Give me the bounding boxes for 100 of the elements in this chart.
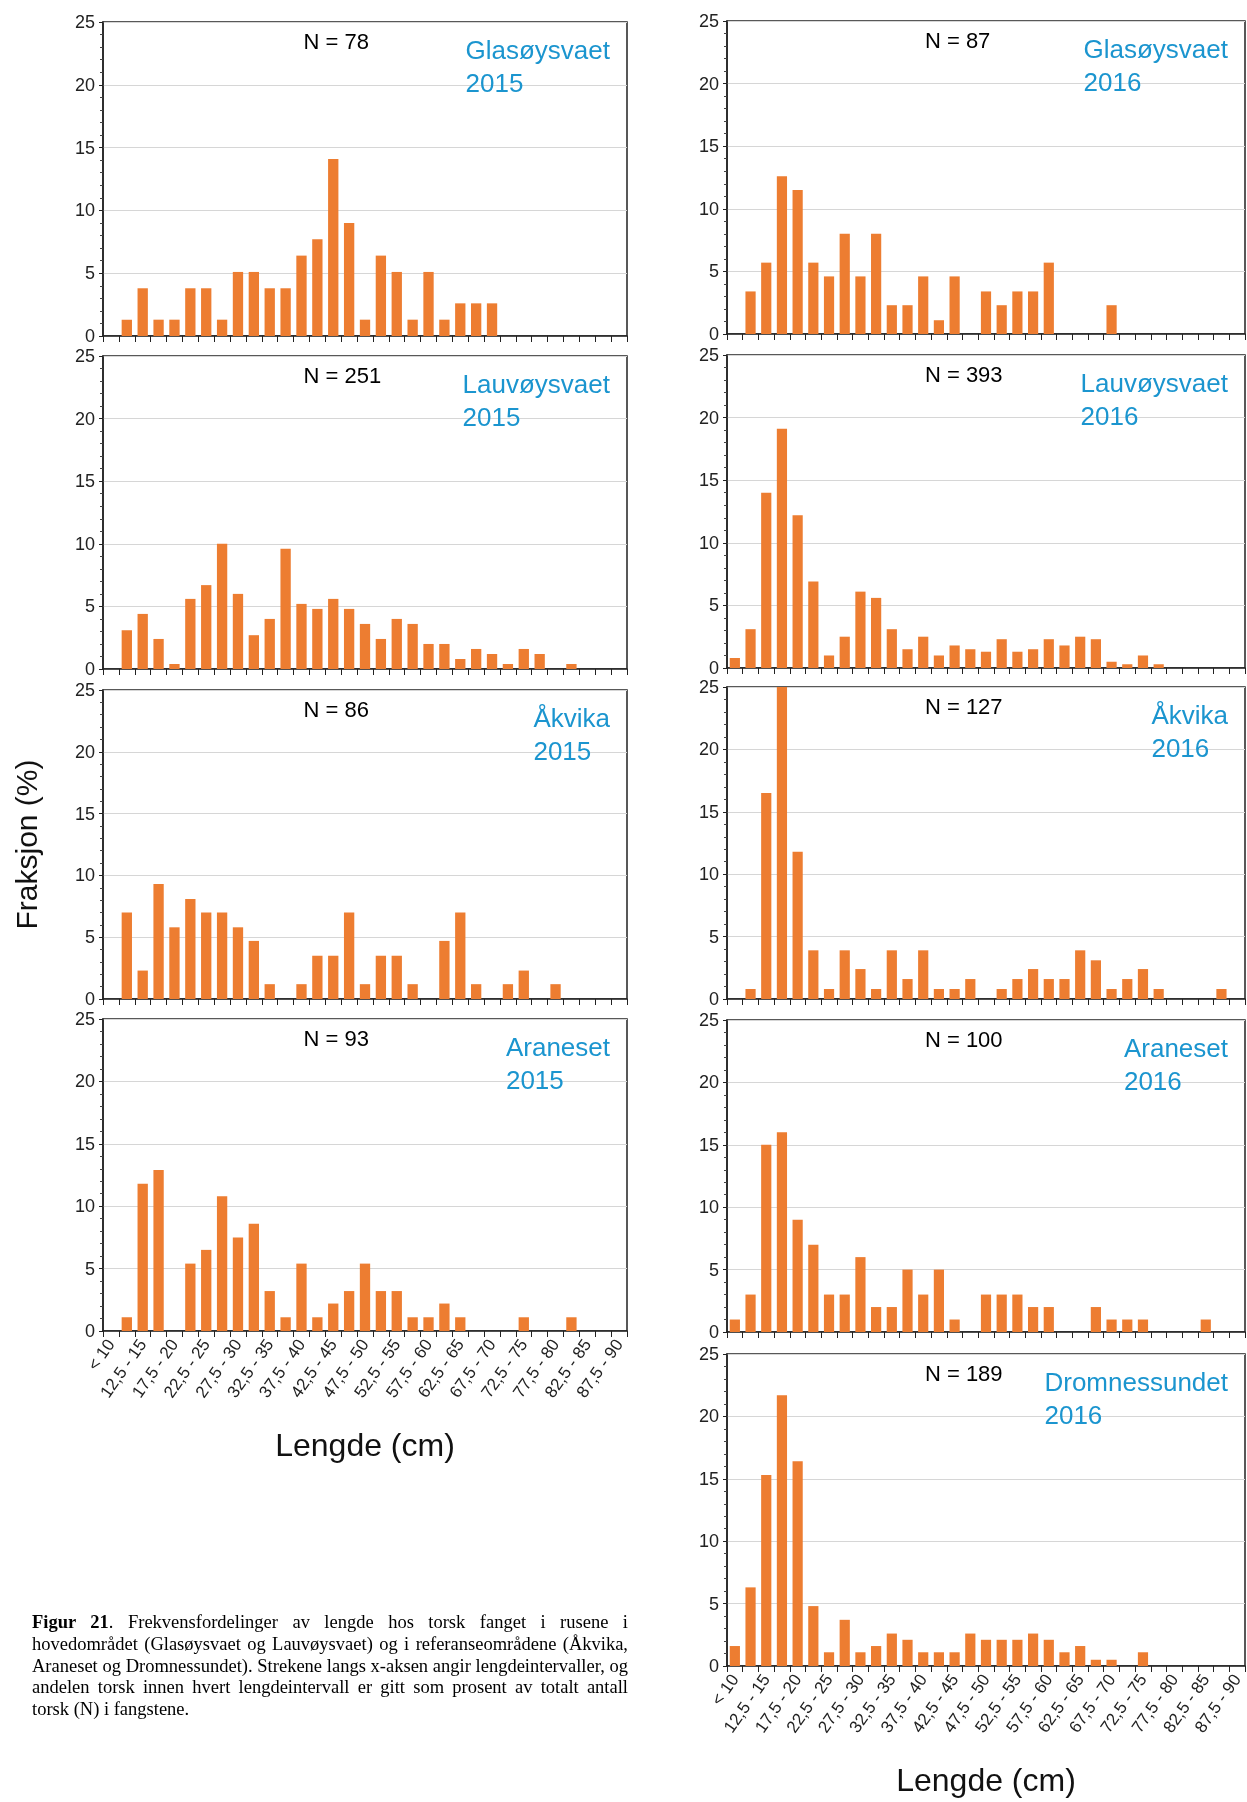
bar <box>1059 979 1070 999</box>
annotation: N = 189 <box>924 1360 1003 1386</box>
bar <box>996 305 1007 334</box>
bar <box>312 955 323 999</box>
bar <box>776 176 788 334</box>
y-tick-label: 25 <box>698 345 719 365</box>
bar <box>1137 1319 1149 1332</box>
bar <box>375 638 387 669</box>
bar <box>201 1249 212 1331</box>
bar <box>949 1652 960 1666</box>
bar <box>1012 979 1023 999</box>
y-tick-label: 25 <box>698 677 719 697</box>
y-tick-label: 5 <box>708 1259 719 1280</box>
y-tick-label: 25 <box>698 1344 719 1364</box>
bar <box>996 639 1007 668</box>
bar <box>359 984 371 999</box>
y-tick-label: 20 <box>74 74 95 95</box>
bar <box>296 984 307 999</box>
bar <box>776 1132 788 1332</box>
bar <box>518 1317 529 1331</box>
bar <box>933 1269 945 1332</box>
bar <box>792 1219 803 1332</box>
y-tick-label: 10 <box>698 1531 719 1552</box>
bar <box>745 1294 756 1332</box>
bar <box>1106 989 1117 999</box>
bar <box>1153 664 1164 668</box>
bar <box>792 515 803 668</box>
bar <box>855 591 866 668</box>
annotation: N = 100 <box>924 1026 1003 1052</box>
y-tick-label: 25 <box>698 1010 719 1030</box>
bar <box>729 657 740 668</box>
bar <box>375 1291 387 1331</box>
bar <box>1012 1294 1023 1332</box>
bar <box>121 319 132 336</box>
bar <box>248 940 260 999</box>
bar <box>439 319 450 336</box>
bar <box>185 1263 196 1331</box>
y-tick-label: 25 <box>74 12 95 32</box>
bar <box>518 648 529 669</box>
bar <box>871 1307 882 1332</box>
y-tick-label: 0 <box>84 659 95 679</box>
bar <box>343 608 355 669</box>
bar <box>1059 1652 1070 1666</box>
bar <box>949 989 960 999</box>
bar <box>407 319 418 336</box>
bar <box>296 1263 307 1331</box>
bar <box>745 291 756 334</box>
bar <box>855 1257 866 1332</box>
bar <box>1090 639 1101 668</box>
y-tick-label: 0 <box>708 1656 719 1676</box>
bar <box>375 255 387 336</box>
bar <box>359 623 371 669</box>
bar <box>550 984 561 999</box>
bar <box>264 288 275 336</box>
bar <box>918 1294 929 1332</box>
bar <box>423 643 434 669</box>
bar <box>1137 1652 1149 1666</box>
y-tick-label: 0 <box>708 1322 719 1342</box>
bar <box>823 655 835 668</box>
bar <box>264 618 275 669</box>
bar <box>1153 989 1164 999</box>
bar <box>566 1317 577 1331</box>
bar <box>902 649 913 668</box>
bar <box>745 989 756 999</box>
bar <box>455 912 466 999</box>
bar <box>1122 1319 1133 1332</box>
bar <box>918 276 929 334</box>
bar <box>996 1639 1007 1666</box>
bar <box>1027 649 1039 668</box>
bar <box>121 912 132 999</box>
bar <box>823 1652 835 1666</box>
y-tick-label: 15 <box>74 137 95 158</box>
bar <box>518 970 529 999</box>
bar <box>121 1317 132 1331</box>
bar <box>1027 1307 1039 1332</box>
text: Glasøysvaet 2015 <box>465 34 611 98</box>
y-tick-label: 20 <box>74 408 95 429</box>
bar <box>153 319 164 336</box>
bar <box>839 950 850 999</box>
text: Araneset 2016 <box>1123 1032 1229 1096</box>
y-tick-label: 15 <box>698 1468 719 1489</box>
bar <box>1090 1307 1101 1332</box>
bar <box>1106 661 1117 668</box>
bar <box>808 262 819 334</box>
bar <box>871 1646 882 1666</box>
y-tick-label: 10 <box>698 864 719 885</box>
y-tick-label: 15 <box>74 471 95 492</box>
bar <box>1090 1659 1101 1666</box>
bar <box>455 303 466 336</box>
bar <box>137 970 148 999</box>
y-tick-label: 0 <box>708 324 719 344</box>
bar <box>980 1639 992 1666</box>
bar <box>185 598 196 669</box>
bar <box>808 581 819 668</box>
annotation: N = 78 <box>303 28 369 54</box>
y-tick-label: 10 <box>74 200 95 221</box>
y-tick-label: 20 <box>74 1071 95 1092</box>
bar <box>423 271 434 336</box>
text: Lauvøysvaet 2015 <box>462 368 611 432</box>
bar <box>1043 1639 1054 1666</box>
